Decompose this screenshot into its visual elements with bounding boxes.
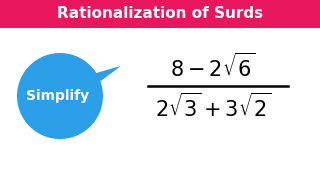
Text: Simplify: Simplify (27, 89, 90, 103)
Text: $8 - 2\sqrt{6}$: $8 - 2\sqrt{6}$ (171, 53, 256, 81)
Text: Rationalization of Surds: Rationalization of Surds (57, 6, 263, 21)
Text: $2\sqrt{3} + 3\sqrt{2}$: $2\sqrt{3} + 3\sqrt{2}$ (155, 93, 271, 121)
Circle shape (17, 53, 103, 139)
FancyBboxPatch shape (0, 0, 320, 28)
Polygon shape (84, 66, 121, 87)
